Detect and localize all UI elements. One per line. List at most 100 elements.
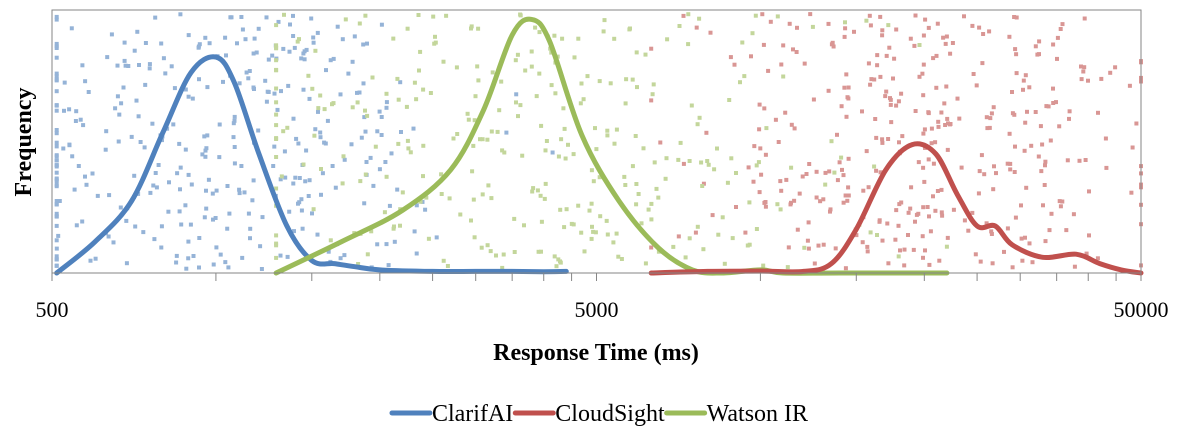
- scatter-point-cloudsight: [1021, 78, 1026, 83]
- scatter-point-watson-ir: [322, 107, 327, 112]
- scatter-point-watson-ir: [512, 216, 517, 221]
- scatter-point-cloudsight: [842, 34, 847, 39]
- scatter-point-watson-ir: [654, 186, 659, 191]
- scatter-point-watson-ir: [727, 98, 732, 102]
- scatter-point-cloudsight: [869, 77, 874, 82]
- scatter-point-clarifai: [54, 182, 59, 187]
- scatter-point-clarifai: [166, 209, 171, 214]
- scatter-point-clarifai: [143, 82, 148, 87]
- scatter-point-watson-ir: [395, 76, 400, 81]
- scatter-point-watson-ir: [756, 160, 761, 165]
- scatter-point-cloudsight: [923, 248, 927, 253]
- scatter-point-watson-ir: [356, 262, 361, 266]
- scatter-point-watson-ir: [486, 183, 491, 188]
- scatter-point-watson-ir: [643, 52, 648, 57]
- scatter-point-cloudsight: [806, 246, 811, 251]
- scatter-point-watson-ir: [635, 85, 639, 90]
- scatter-point-watson-ir: [439, 192, 444, 196]
- scatter-point-clarifai: [72, 187, 77, 192]
- scatter-point-cloudsight: [946, 121, 950, 126]
- scatter-point-cloudsight: [939, 210, 944, 215]
- scatter-point-clarifai: [189, 182, 194, 187]
- scatter-point-watson-ir: [875, 233, 879, 237]
- scatter-point-clarifai: [152, 237, 157, 242]
- scatter-point-cloudsight: [922, 127, 927, 132]
- scatter-point-clarifai: [129, 134, 134, 139]
- scatter-point-cloudsight: [893, 237, 898, 242]
- scatter-point-cloudsight: [784, 177, 789, 182]
- scatter-point-clarifai: [293, 175, 298, 180]
- scatter-point-cloudsight: [1036, 154, 1041, 159]
- scatter-point-clarifai: [375, 129, 380, 134]
- scatter-point-cloudsight: [931, 56, 936, 61]
- scatter-point-cloudsight: [766, 68, 771, 73]
- scatter-point-clarifai: [202, 215, 207, 220]
- scatter-point-cloudsight: [844, 114, 849, 119]
- scatter-point-cloudsight: [1064, 228, 1069, 233]
- scatter-point-cloudsight: [843, 193, 848, 198]
- scatter-point-clarifai: [69, 26, 74, 31]
- scatter-point-clarifai: [61, 146, 66, 151]
- scatter-point-watson-ir: [466, 117, 471, 122]
- scatter-point-clarifai: [186, 239, 191, 244]
- scatter-point-watson-ir: [416, 13, 421, 17]
- scatter-point-clarifai: [54, 128, 59, 132]
- scatter-point-cloudsight: [883, 94, 888, 99]
- scatter-point-watson-ir: [689, 103, 694, 108]
- scatter-point-watson-ir: [896, 254, 901, 259]
- scatter-point-clarifai: [361, 42, 366, 47]
- scatter-point-watson-ir: [576, 203, 581, 208]
- scatter-point-cloudsight: [945, 235, 950, 240]
- scatter-point-clarifai: [159, 245, 164, 250]
- scatter-point-clarifai: [297, 176, 302, 180]
- scatter-point-clarifai: [177, 141, 182, 146]
- scatter-point-cloudsight: [835, 178, 840, 183]
- scatter-point-cloudsight: [984, 221, 989, 226]
- scatter-point-watson-ir: [279, 174, 284, 179]
- scatter-point-watson-ir: [384, 91, 389, 96]
- scatter-point-cloudsight: [1007, 131, 1012, 136]
- scatter-point-watson-ir: [747, 200, 752, 205]
- scatter-point-cloudsight: [845, 198, 850, 203]
- scatter-point-watson-ir: [686, 12, 691, 17]
- scatter-point-watson-ir: [473, 94, 478, 99]
- scatter-point-watson-ir: [516, 114, 520, 119]
- scatter-point-cloudsight: [989, 229, 994, 234]
- scatter-point-cloudsight: [1008, 167, 1013, 172]
- scatter-point-watson-ir: [350, 105, 355, 110]
- scatter-point-cloudsight: [1022, 148, 1027, 153]
- scatter-point-cloudsight: [943, 41, 948, 46]
- scatter-point-cloudsight: [982, 172, 987, 177]
- scatter-point-clarifai: [386, 263, 391, 268]
- scatter-point-clarifai: [159, 224, 164, 229]
- scatter-point-watson-ir: [274, 255, 279, 260]
- scatter-point-watson-ir: [341, 154, 346, 159]
- scatter-point-watson-ir: [426, 236, 431, 241]
- scatter-point-cloudsight: [875, 53, 880, 58]
- scatter-point-watson-ir: [384, 174, 389, 179]
- scatter-point-clarifai: [217, 122, 222, 127]
- scatter-point-watson-ir: [750, 31, 755, 36]
- scatter-point-watson-ir: [587, 208, 592, 213]
- scatter-point-watson-ir: [614, 127, 619, 132]
- scatter-point-watson-ir: [571, 152, 576, 157]
- scatter-point-cloudsight: [916, 160, 921, 165]
- scatter-point-cloudsight: [779, 188, 784, 193]
- scatter-point-clarifai: [231, 135, 236, 140]
- scatter-point-cloudsight: [1029, 143, 1034, 148]
- scatter-point-cloudsight: [837, 160, 842, 165]
- scatter-point-watson-ir: [544, 139, 549, 143]
- scatter-point-cloudsight: [1127, 83, 1132, 88]
- scatter-point-watson-ir: [382, 210, 387, 215]
- scatter-point-watson-ir: [441, 59, 446, 64]
- scatter-point-watson-ir: [872, 164, 877, 169]
- scatter-point-watson-ir: [534, 94, 539, 99]
- scatter-point-clarifai: [54, 71, 59, 76]
- scatter-point-clarifai: [116, 139, 121, 144]
- scatter-point-watson-ir: [671, 244, 676, 249]
- scatter-point-cloudsight: [891, 76, 895, 81]
- scatter-point-clarifai: [328, 58, 333, 63]
- scatter-point-cloudsight: [944, 34, 949, 39]
- scatter-point-clarifai: [105, 55, 110, 60]
- scatter-point-clarifai: [301, 51, 306, 56]
